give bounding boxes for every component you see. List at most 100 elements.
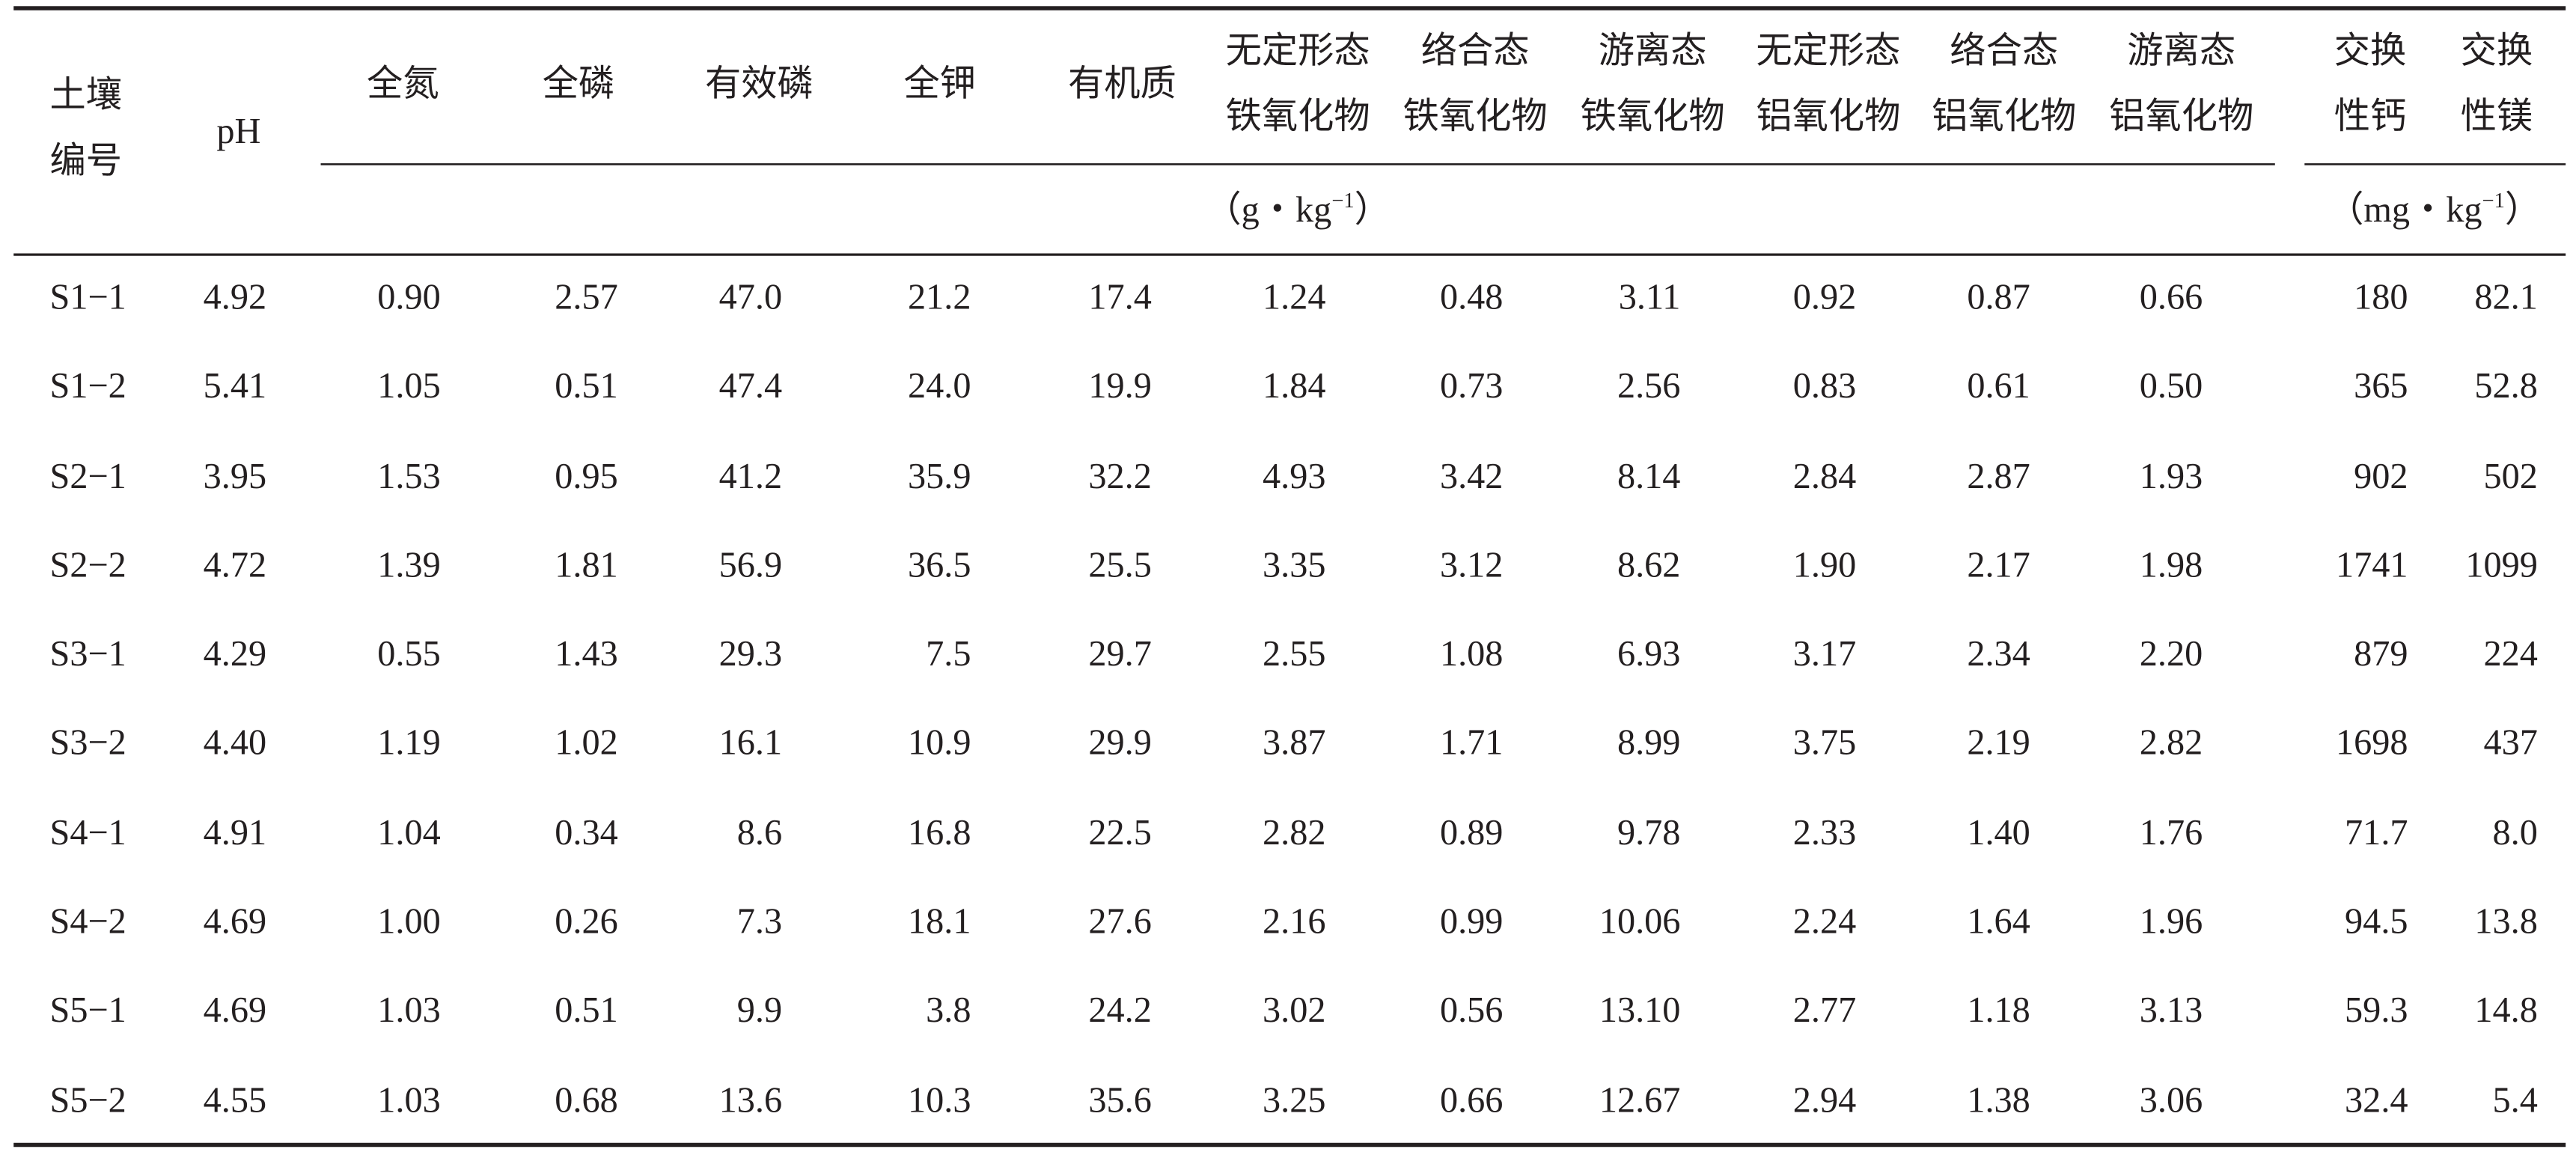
cell: 4.92 bbox=[204, 278, 266, 317]
cell: 1.24 bbox=[1263, 278, 1325, 317]
cell: 1.84 bbox=[1263, 366, 1325, 406]
row-label: S1−1 bbox=[49, 278, 126, 317]
cell: 8.62 bbox=[1617, 545, 1680, 585]
cell: 0.95 bbox=[555, 457, 617, 496]
cell: 8.99 bbox=[1617, 722, 1680, 762]
unit-superscript: −1 bbox=[1331, 189, 1354, 212]
cell: 2.34 bbox=[1967, 634, 2030, 674]
cell: 8.0 bbox=[2493, 813, 2538, 853]
row-label: S2−1 bbox=[49, 457, 126, 496]
cell: 1.08 bbox=[1440, 634, 1503, 674]
cell: 7.3 bbox=[737, 901, 782, 941]
cell: 41.2 bbox=[719, 457, 782, 496]
cell: 56.9 bbox=[719, 545, 782, 585]
cell: 1698 bbox=[2336, 722, 2408, 762]
cell: 29.9 bbox=[1088, 722, 1151, 762]
cell: 1.39 bbox=[377, 545, 440, 585]
cell: 10.3 bbox=[908, 1081, 971, 1121]
column-header: 交换 bbox=[2334, 31, 2407, 70]
cell: 32.2 bbox=[1088, 457, 1151, 496]
cell: 0.87 bbox=[1967, 278, 2030, 317]
cell: 94.5 bbox=[2345, 901, 2408, 941]
cell: 3.75 bbox=[1793, 722, 1856, 762]
cell: 3.11 bbox=[1619, 278, 1681, 317]
cell: 1.38 bbox=[1967, 1081, 2030, 1121]
cell: 16.8 bbox=[908, 813, 971, 853]
cell: 29.7 bbox=[1088, 634, 1151, 674]
cell: 4.40 bbox=[204, 722, 266, 762]
row-label: S5−2 bbox=[49, 1081, 126, 1121]
cell: 10.06 bbox=[1599, 901, 1681, 941]
column-header: 游离态 bbox=[2127, 31, 2235, 70]
cell: 25.5 bbox=[1088, 545, 1151, 585]
cell: 5.4 bbox=[2493, 1081, 2538, 1121]
cell: 0.48 bbox=[1440, 278, 1503, 317]
cell: 3.06 bbox=[2140, 1081, 2203, 1121]
cell: 13.10 bbox=[1599, 990, 1681, 1030]
cell: 0.83 bbox=[1793, 366, 1856, 406]
cell: 1.03 bbox=[377, 1081, 440, 1121]
cell: 9.9 bbox=[737, 990, 782, 1030]
column-header: 性钙 bbox=[2334, 97, 2407, 136]
cell: 47.4 bbox=[719, 366, 782, 406]
row-label: S2−2 bbox=[49, 545, 126, 585]
cell: 4.29 bbox=[204, 634, 266, 674]
cell: 52.8 bbox=[2474, 366, 2537, 406]
cell: 0.50 bbox=[2140, 366, 2203, 406]
column-header: pH bbox=[216, 112, 260, 151]
cell: 502 bbox=[2483, 457, 2537, 496]
unit-text: ） bbox=[1355, 190, 1391, 230]
cell: 365 bbox=[2354, 366, 2408, 406]
row-label: S4−2 bbox=[49, 901, 126, 941]
cell: 13.6 bbox=[719, 1081, 782, 1121]
column-header: 土壤 bbox=[49, 76, 122, 115]
column-header: 编号 bbox=[49, 141, 122, 181]
cell: 3.95 bbox=[204, 457, 266, 496]
cell: 2.20 bbox=[2140, 634, 2203, 674]
cell: 4.93 bbox=[1263, 457, 1325, 496]
cell: 82.1 bbox=[2474, 278, 2537, 317]
cell: 24.0 bbox=[908, 366, 971, 406]
cell: 224 bbox=[2483, 634, 2537, 674]
cell: 59.3 bbox=[2345, 990, 2408, 1030]
cell: 16.1 bbox=[719, 722, 782, 762]
cell: 1.05 bbox=[377, 366, 440, 406]
unit-text: ） bbox=[2505, 190, 2541, 230]
column-header: 交换 bbox=[2461, 31, 2533, 70]
cell: 0.68 bbox=[555, 1081, 617, 1121]
column-header: 铝氧化物 bbox=[2109, 97, 2253, 136]
cell: 180 bbox=[2354, 278, 2408, 317]
cell: 3.87 bbox=[1263, 722, 1325, 762]
column-header: 无定形态 bbox=[1756, 31, 1900, 70]
cell: 4.69 bbox=[204, 901, 266, 941]
column-header: 有机质 bbox=[1068, 64, 1176, 103]
row-label: S4−1 bbox=[49, 813, 126, 853]
cell: 3.35 bbox=[1263, 545, 1325, 585]
cell: 437 bbox=[2483, 722, 2537, 762]
cell: 2.87 bbox=[1967, 457, 2030, 496]
cell: 902 bbox=[2354, 457, 2408, 496]
cell: 0.99 bbox=[1440, 901, 1503, 941]
cell: 0.90 bbox=[377, 278, 440, 317]
cell: 0.92 bbox=[1793, 278, 1856, 317]
cell: 14.8 bbox=[2474, 990, 2537, 1030]
column-header: 性镁 bbox=[2461, 97, 2533, 136]
cell: 0.51 bbox=[555, 990, 617, 1030]
column-header: 铝氧化物 bbox=[1756, 97, 1900, 136]
column-header: 铝氧化物 bbox=[1932, 97, 2076, 136]
cell: 2.24 bbox=[1793, 901, 1856, 941]
cell: 35.9 bbox=[908, 457, 971, 496]
column-header: 全磷 bbox=[543, 64, 615, 103]
cell: 2.19 bbox=[1967, 722, 2030, 762]
unit-text: （g・kg bbox=[1205, 190, 1331, 230]
cell: 879 bbox=[2354, 634, 2408, 674]
cell: 7.5 bbox=[926, 634, 971, 674]
cell: 35.6 bbox=[1088, 1081, 1151, 1121]
cell: 3.8 bbox=[926, 990, 971, 1030]
cell: 0.26 bbox=[555, 901, 617, 941]
cell: 2.94 bbox=[1793, 1081, 1856, 1121]
cell: 3.12 bbox=[1440, 545, 1503, 585]
cell: 5.41 bbox=[204, 366, 266, 406]
cell: 3.13 bbox=[2140, 990, 2203, 1030]
cell: 10.9 bbox=[908, 722, 971, 762]
